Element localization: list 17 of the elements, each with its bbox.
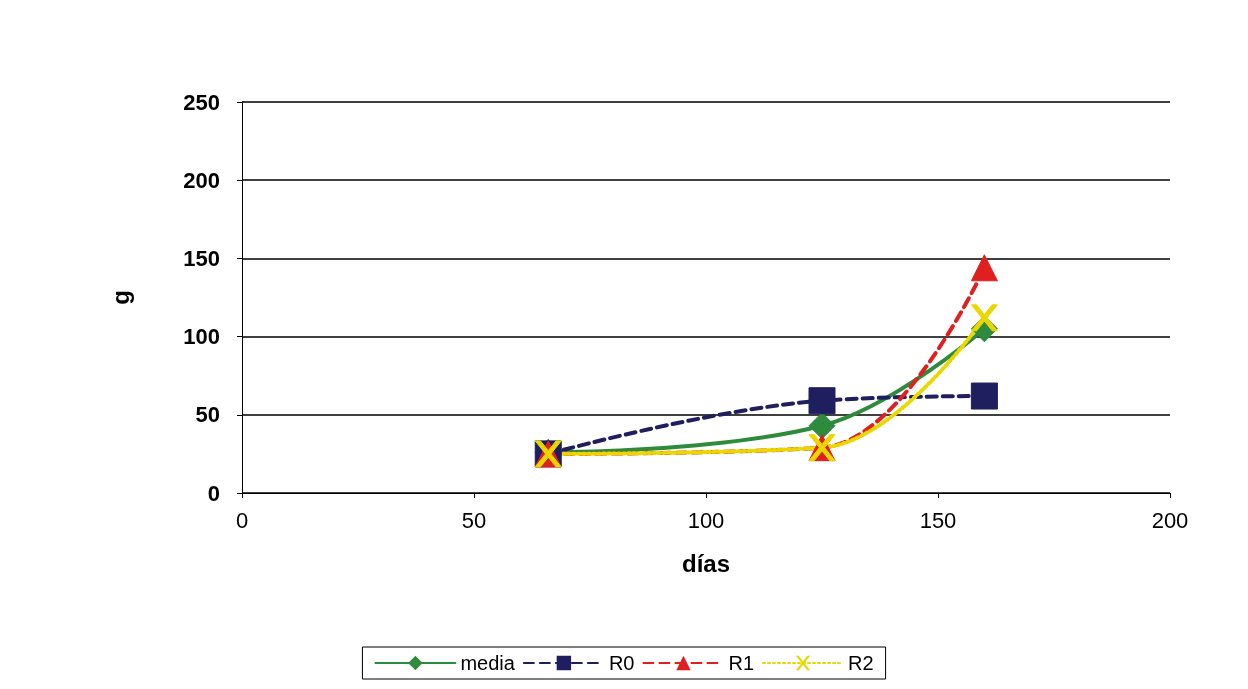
y-tick-label: 200 xyxy=(183,167,220,193)
legend-label: media xyxy=(460,652,516,674)
y-tick-label: 100 xyxy=(183,324,220,350)
y-tick-label: 50 xyxy=(195,402,220,428)
y-tick-label: 0 xyxy=(207,480,220,506)
legend-label: R2 xyxy=(848,652,874,674)
legend-label: R0 xyxy=(608,652,635,674)
y-tick-label: 250 xyxy=(183,89,220,115)
x-tick-label: 200 xyxy=(1151,507,1189,533)
x-tick-label: 100 xyxy=(687,507,725,533)
x-tick-label: 150 xyxy=(919,507,957,533)
x-tick-label: 0 xyxy=(235,507,249,533)
legend-label: R1 xyxy=(728,652,755,674)
y-tick-label: 150 xyxy=(183,245,220,271)
x-tick-label: 50 xyxy=(461,507,487,533)
x-axis-title: días xyxy=(681,549,731,577)
y-axis-title: g xyxy=(106,290,134,305)
